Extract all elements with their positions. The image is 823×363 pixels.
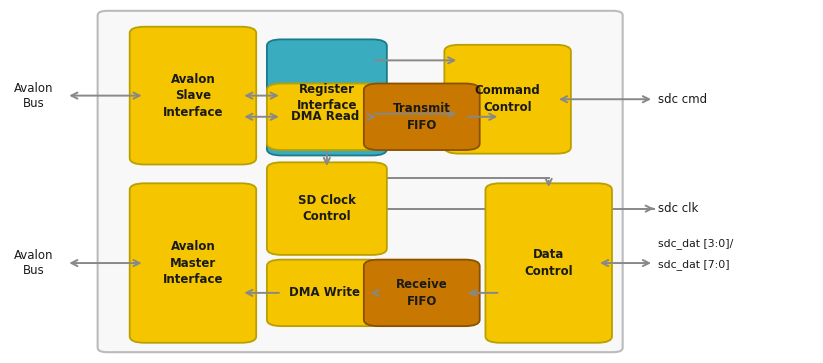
Text: sdc clk: sdc clk [658, 202, 699, 215]
FancyBboxPatch shape [130, 183, 256, 343]
FancyBboxPatch shape [267, 83, 383, 150]
FancyBboxPatch shape [364, 260, 480, 326]
Text: Avalon
Bus: Avalon Bus [14, 249, 53, 277]
FancyBboxPatch shape [267, 260, 383, 326]
Text: DMA Write: DMA Write [290, 286, 360, 299]
Text: DMA Read: DMA Read [291, 110, 359, 123]
FancyBboxPatch shape [130, 27, 256, 164]
Text: sdc_dat [3:0]/: sdc_dat [3:0]/ [658, 238, 733, 249]
Text: Data
Control: Data Control [524, 248, 573, 278]
Text: Avalon
Master
Interface: Avalon Master Interface [163, 240, 223, 286]
Text: Receive
FIFO: Receive FIFO [396, 278, 448, 307]
Text: sdc_dat [7:0]: sdc_dat [7:0] [658, 260, 730, 270]
FancyBboxPatch shape [486, 183, 612, 343]
Text: SD Clock
Control: SD Clock Control [298, 194, 356, 223]
Text: Register
Interface: Register Interface [296, 83, 357, 112]
Text: sdc cmd: sdc cmd [658, 93, 707, 106]
FancyBboxPatch shape [267, 162, 387, 255]
FancyBboxPatch shape [98, 11, 623, 352]
Text: Command
Control: Command Control [475, 85, 541, 114]
Text: Avalon
Bus: Avalon Bus [14, 82, 53, 110]
FancyBboxPatch shape [364, 83, 480, 150]
Text: Transmit
FIFO: Transmit FIFO [393, 102, 451, 131]
FancyBboxPatch shape [267, 40, 387, 155]
Text: Avalon
Slave
Interface: Avalon Slave Interface [163, 73, 223, 119]
FancyBboxPatch shape [444, 45, 571, 154]
